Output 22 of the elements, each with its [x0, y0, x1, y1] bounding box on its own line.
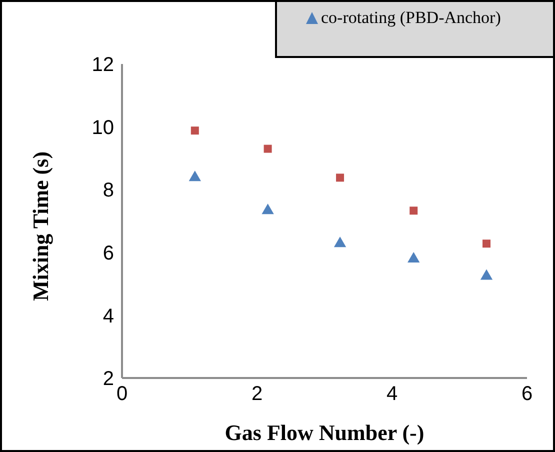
point	[480, 269, 493, 280]
point	[264, 144, 272, 153]
point	[190, 126, 199, 135]
x-tick-label: 2	[251, 383, 263, 406]
y-tick-label: 8	[102, 180, 114, 202]
y-tick-label: 4	[102, 305, 114, 328]
point	[336, 174, 344, 182]
point	[408, 252, 420, 263]
point	[334, 236, 346, 248]
point	[410, 206, 418, 215]
x-axis-title: Gas Flow Number (-)	[224, 420, 424, 445]
y-axis-title: Mixing Time (s)	[28, 151, 53, 301]
y-tick-label: 6	[102, 242, 114, 264]
y-tick-label: 12	[92, 54, 114, 76]
legend-label: co-rotating (PBD-Anchor)	[321, 8, 501, 28]
y-tick-label: 2	[102, 368, 114, 390]
y-tick-label: 10	[92, 116, 114, 139]
point	[262, 204, 274, 214]
point	[188, 170, 201, 182]
x-tick-label: 6	[521, 383, 533, 406]
x-tick-label: 0	[116, 383, 128, 406]
x-tick-label: 4	[386, 383, 398, 406]
